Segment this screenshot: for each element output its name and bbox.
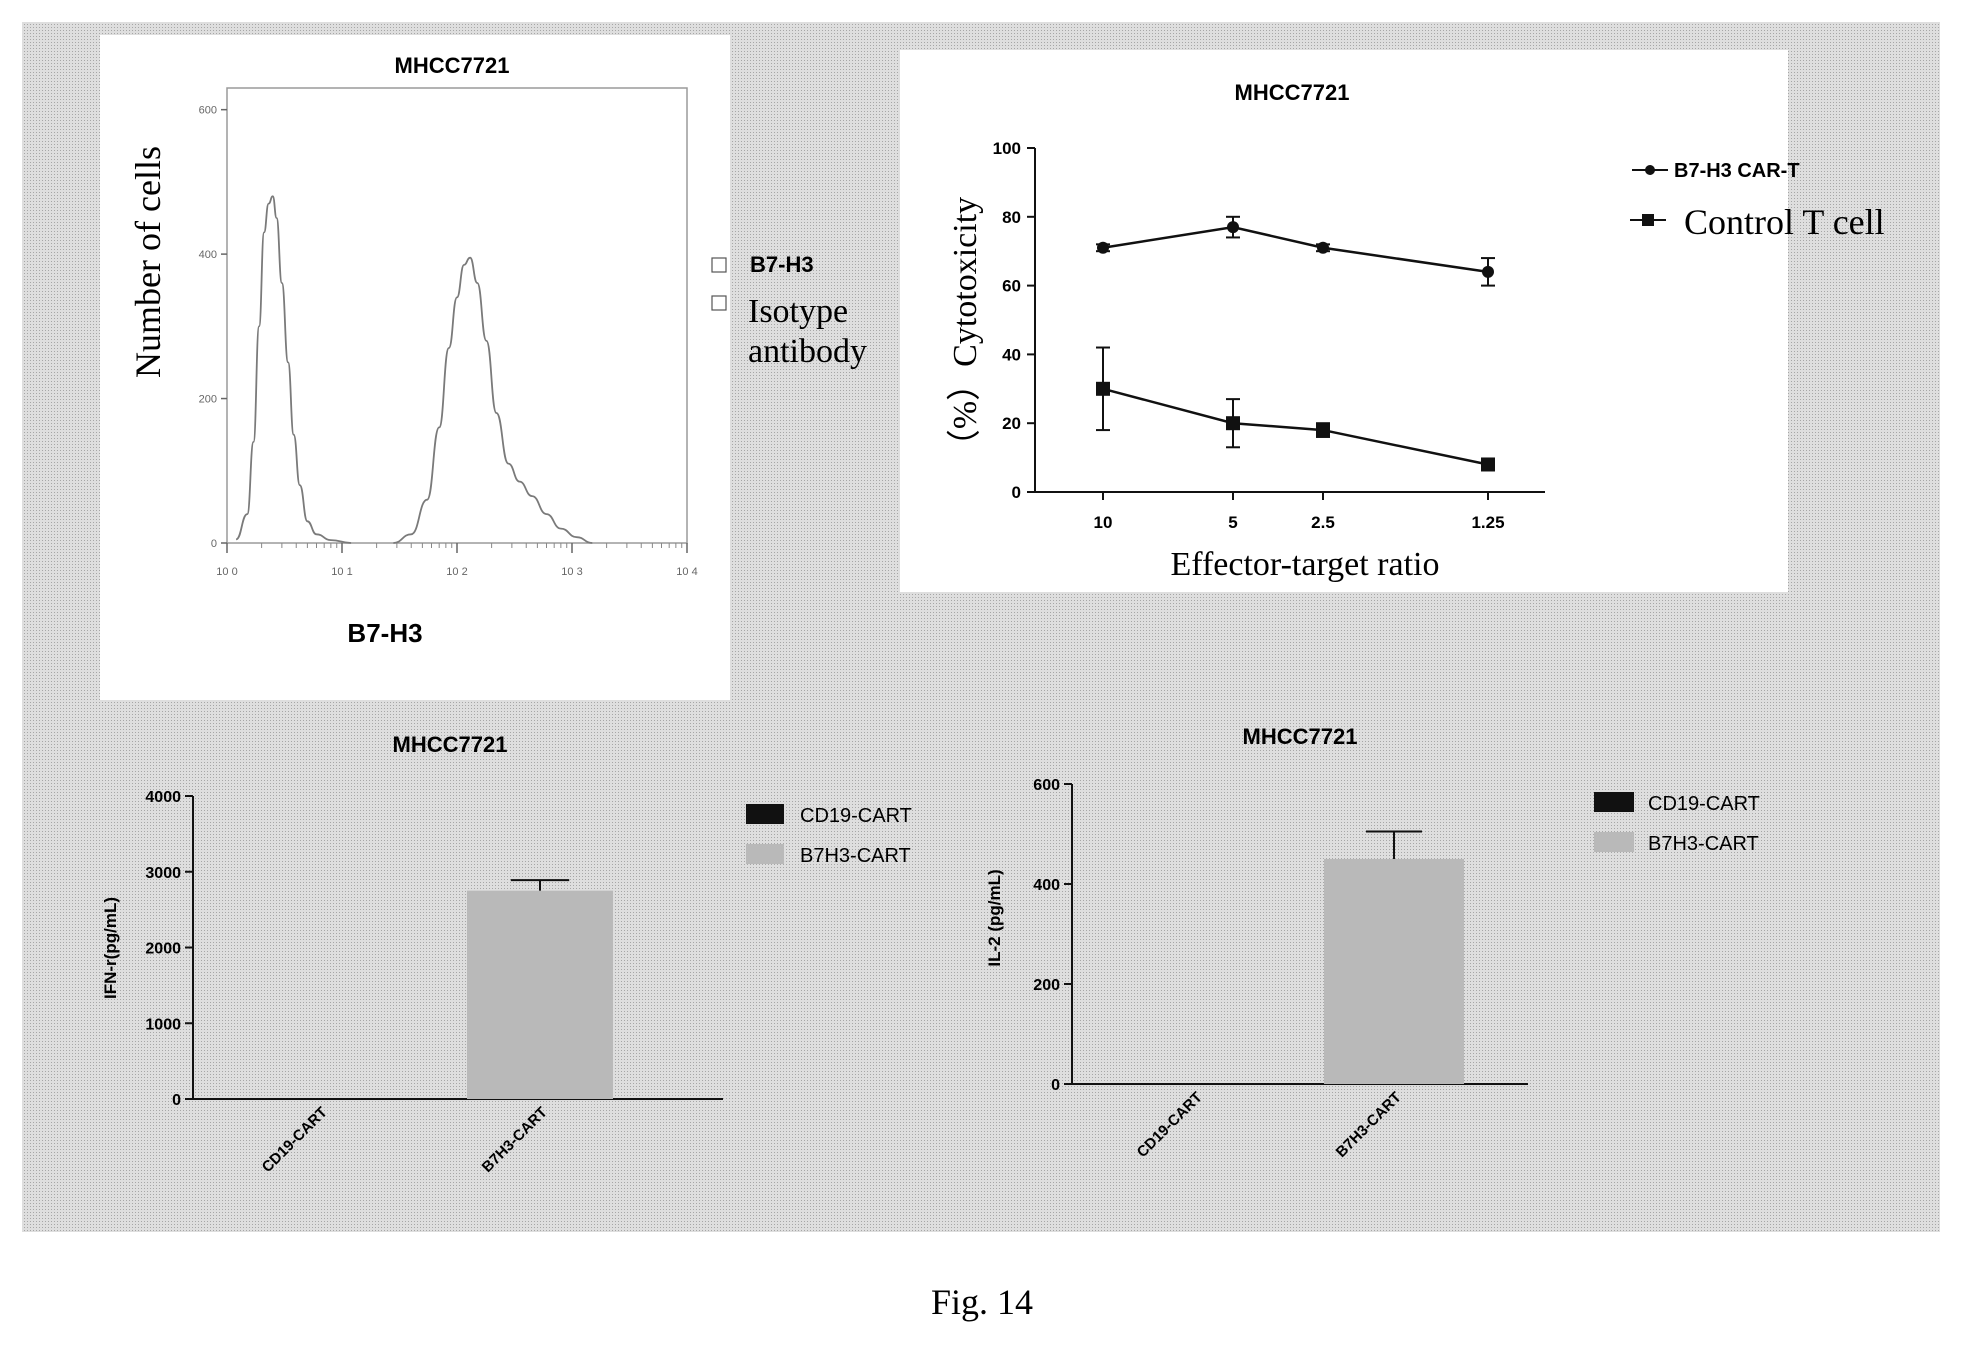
histogram-legend-swatch-b7h3 bbox=[711, 257, 727, 273]
ifn-bar bbox=[247, 1098, 393, 1099]
cytotoxicity-y-tick-label: 60 bbox=[1002, 277, 1021, 296]
histogram-legend-label-isotype: Isotype antibody bbox=[748, 293, 867, 370]
il2-y-tick-label: 200 bbox=[1033, 977, 1060, 994]
histogram-y-tick-label: 200 bbox=[199, 394, 217, 406]
ifn-legend-swatch-b7h3 bbox=[746, 844, 784, 864]
cytotoxicity-legend-marker-control bbox=[1642, 214, 1654, 226]
ifn-y-tick-label: 0 bbox=[172, 1092, 181, 1109]
histogram-x-label: B7-H3 bbox=[347, 618, 422, 648]
cytotoxicity-y-label: （%）Cytotoxicity bbox=[946, 197, 984, 463]
ifn-y-tick-label: 1000 bbox=[145, 1016, 181, 1033]
cytotoxicity-x-tick-label: 1.25 bbox=[1471, 513, 1504, 532]
figure-caption: Fig. 14 bbox=[931, 1282, 1033, 1322]
cytotoxicity-point bbox=[1227, 221, 1239, 234]
ifn-y-label: IFN-r(pg/mL) bbox=[101, 897, 120, 999]
il2-y-tick-label: 0 bbox=[1051, 1077, 1060, 1094]
ifn-y-tick-label: 4000 bbox=[145, 789, 181, 806]
cytotoxicity-x-tick-label: 5 bbox=[1228, 513, 1237, 532]
histogram-title: MHCC7721 bbox=[395, 53, 510, 78]
il2-legend-label-b7h3: B7H3-CART bbox=[1648, 833, 1759, 855]
histogram-x-tick-label: 10 1 bbox=[331, 566, 352, 578]
il2-y-tick-label: 600 bbox=[1033, 777, 1060, 794]
histogram-y-tick-label: 0 bbox=[211, 538, 217, 550]
cytotoxicity-y-tick-label: 100 bbox=[993, 139, 1021, 158]
il2-y-label: IL-2 (pg/mL) bbox=[985, 869, 1004, 966]
cytotoxicity-panel bbox=[900, 50, 1788, 592]
cytotoxicity-point bbox=[1096, 381, 1110, 396]
il2-legend-label-cd19: CD19-CART bbox=[1648, 793, 1760, 815]
ifn-title: MHCC7721 bbox=[393, 732, 508, 757]
histogram-x-tick-label: 10 2 bbox=[446, 566, 467, 578]
cytotoxicity-series-line bbox=[1102, 225, 1489, 274]
histogram-x-tick-label: 10 3 bbox=[561, 566, 582, 578]
histogram-legend-label-b7h3: B7-H3 bbox=[750, 252, 814, 277]
cytotoxicity-legend-marker-cart bbox=[1645, 165, 1655, 175]
histogram-y-tick-label: 400 bbox=[199, 249, 217, 261]
cytotoxicity-point bbox=[1316, 423, 1330, 438]
ifn-legend-label-b7h3: B7H3-CART bbox=[800, 845, 911, 867]
il2-bar bbox=[1125, 1083, 1265, 1084]
cytotoxicity-point bbox=[1482, 265, 1494, 278]
cytotoxicity-y-tick-label: 80 bbox=[1002, 208, 1021, 227]
ifn-y-tick-label: 3000 bbox=[145, 865, 181, 882]
cytotoxicity-y-tick-label: 20 bbox=[1002, 414, 1021, 433]
cytotoxicity-point bbox=[1481, 457, 1495, 472]
cytotoxicity-title: MHCC7721 bbox=[1235, 80, 1350, 105]
il2-title: MHCC7721 bbox=[1243, 724, 1358, 749]
cytotoxicity-x-label: Effector-target ratio bbox=[1171, 546, 1440, 583]
ifn-bar bbox=[467, 890, 613, 1099]
cytotoxicity-point bbox=[1317, 241, 1329, 254]
histogram-series-isotype bbox=[235, 195, 352, 544]
histogram-series-b7h3 bbox=[393, 256, 593, 544]
histogram-x-tick-label: 10 0 bbox=[216, 566, 237, 578]
cytotoxicity-series-line bbox=[1102, 387, 1489, 466]
cytotoxicity-x-tick-label: 10 bbox=[1094, 513, 1113, 532]
cytotoxicity-legend-label-control: Control T cell bbox=[1684, 202, 1885, 242]
histogram-x-tick-label: 10 4 bbox=[676, 566, 697, 578]
histogram-chart: MHCC7721 Number of cells B7-H3 0 200 400 60… bbox=[128, 53, 867, 648]
il2-y-tick-label: 400 bbox=[1033, 877, 1060, 894]
cytotoxicity-point bbox=[1097, 241, 1109, 254]
il2-bar bbox=[1324, 859, 1464, 1084]
histogram-legend-swatch-isotype bbox=[711, 295, 727, 311]
histogram-panel bbox=[100, 35, 730, 700]
il2-legend-swatch-cd19 bbox=[1594, 792, 1634, 812]
cytotoxicity-chart: MHCC7721 （%）Cytotoxicity Effector-target… bbox=[946, 80, 1885, 583]
ifn-legend-label-cd19: CD19-CART bbox=[800, 805, 912, 827]
ifn-y-tick-label: 2000 bbox=[145, 941, 181, 958]
ifn-legend-swatch-cd19 bbox=[746, 804, 784, 824]
cytotoxicity-point bbox=[1226, 416, 1240, 431]
cytotoxicity-y-tick-label: 0 bbox=[1012, 483, 1021, 502]
cytotoxicity-y-tick-label: 40 bbox=[1002, 345, 1021, 364]
histogram-y-label: Number of cells bbox=[128, 146, 168, 378]
cytotoxicity-legend-label-cart: B7-H3 CAR-T bbox=[1674, 160, 1800, 182]
histogram-y-tick-label: 600 bbox=[199, 105, 217, 117]
il2-legend-swatch-b7h3 bbox=[1594, 832, 1634, 852]
cytotoxicity-x-tick-label: 2.5 bbox=[1311, 513, 1335, 532]
